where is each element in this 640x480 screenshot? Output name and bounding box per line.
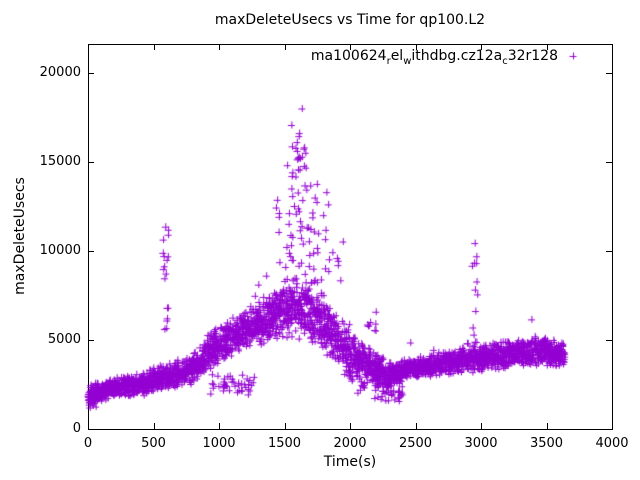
legend-text: el bbox=[390, 48, 404, 64]
x-tick-label: 1000 bbox=[202, 436, 236, 451]
x-tick-label: 2000 bbox=[333, 436, 367, 451]
x-tick-label: 3000 bbox=[464, 436, 498, 451]
y-tick-label: 5000 bbox=[47, 331, 81, 347]
x-axis-label: Time(s) bbox=[323, 454, 377, 470]
y-tick-label: 0 bbox=[72, 421, 81, 436]
legend-subscript: w bbox=[403, 56, 412, 67]
x-tick-label: 0 bbox=[83, 436, 93, 451]
legend-text: 32r128 bbox=[507, 48, 558, 64]
y-tick-label: 15000 bbox=[39, 153, 81, 169]
chart-title: maxDeleteUsecs vs Time for qp100.L2 bbox=[214, 12, 486, 28]
x-tick-label: 500 bbox=[141, 436, 166, 451]
legend-series-label: ma100624relwithdbg.cz12ac32r128 bbox=[88, 47, 558, 67]
legend-subscript: c bbox=[502, 56, 508, 67]
y-tick-label: 10000 bbox=[39, 242, 81, 258]
legend-text: ithdbg.cz12a bbox=[411, 48, 503, 64]
x-tick-label: 1500 bbox=[267, 436, 302, 451]
x-tick-label: 2500 bbox=[398, 436, 433, 451]
x-tick-label: 4000 bbox=[595, 436, 629, 451]
legend-text: ma100624 bbox=[310, 48, 387, 64]
x-tick-label: 3500 bbox=[529, 436, 564, 451]
legend-subscript: r bbox=[386, 56, 391, 67]
y-tick-label: 20000 bbox=[39, 64, 81, 80]
